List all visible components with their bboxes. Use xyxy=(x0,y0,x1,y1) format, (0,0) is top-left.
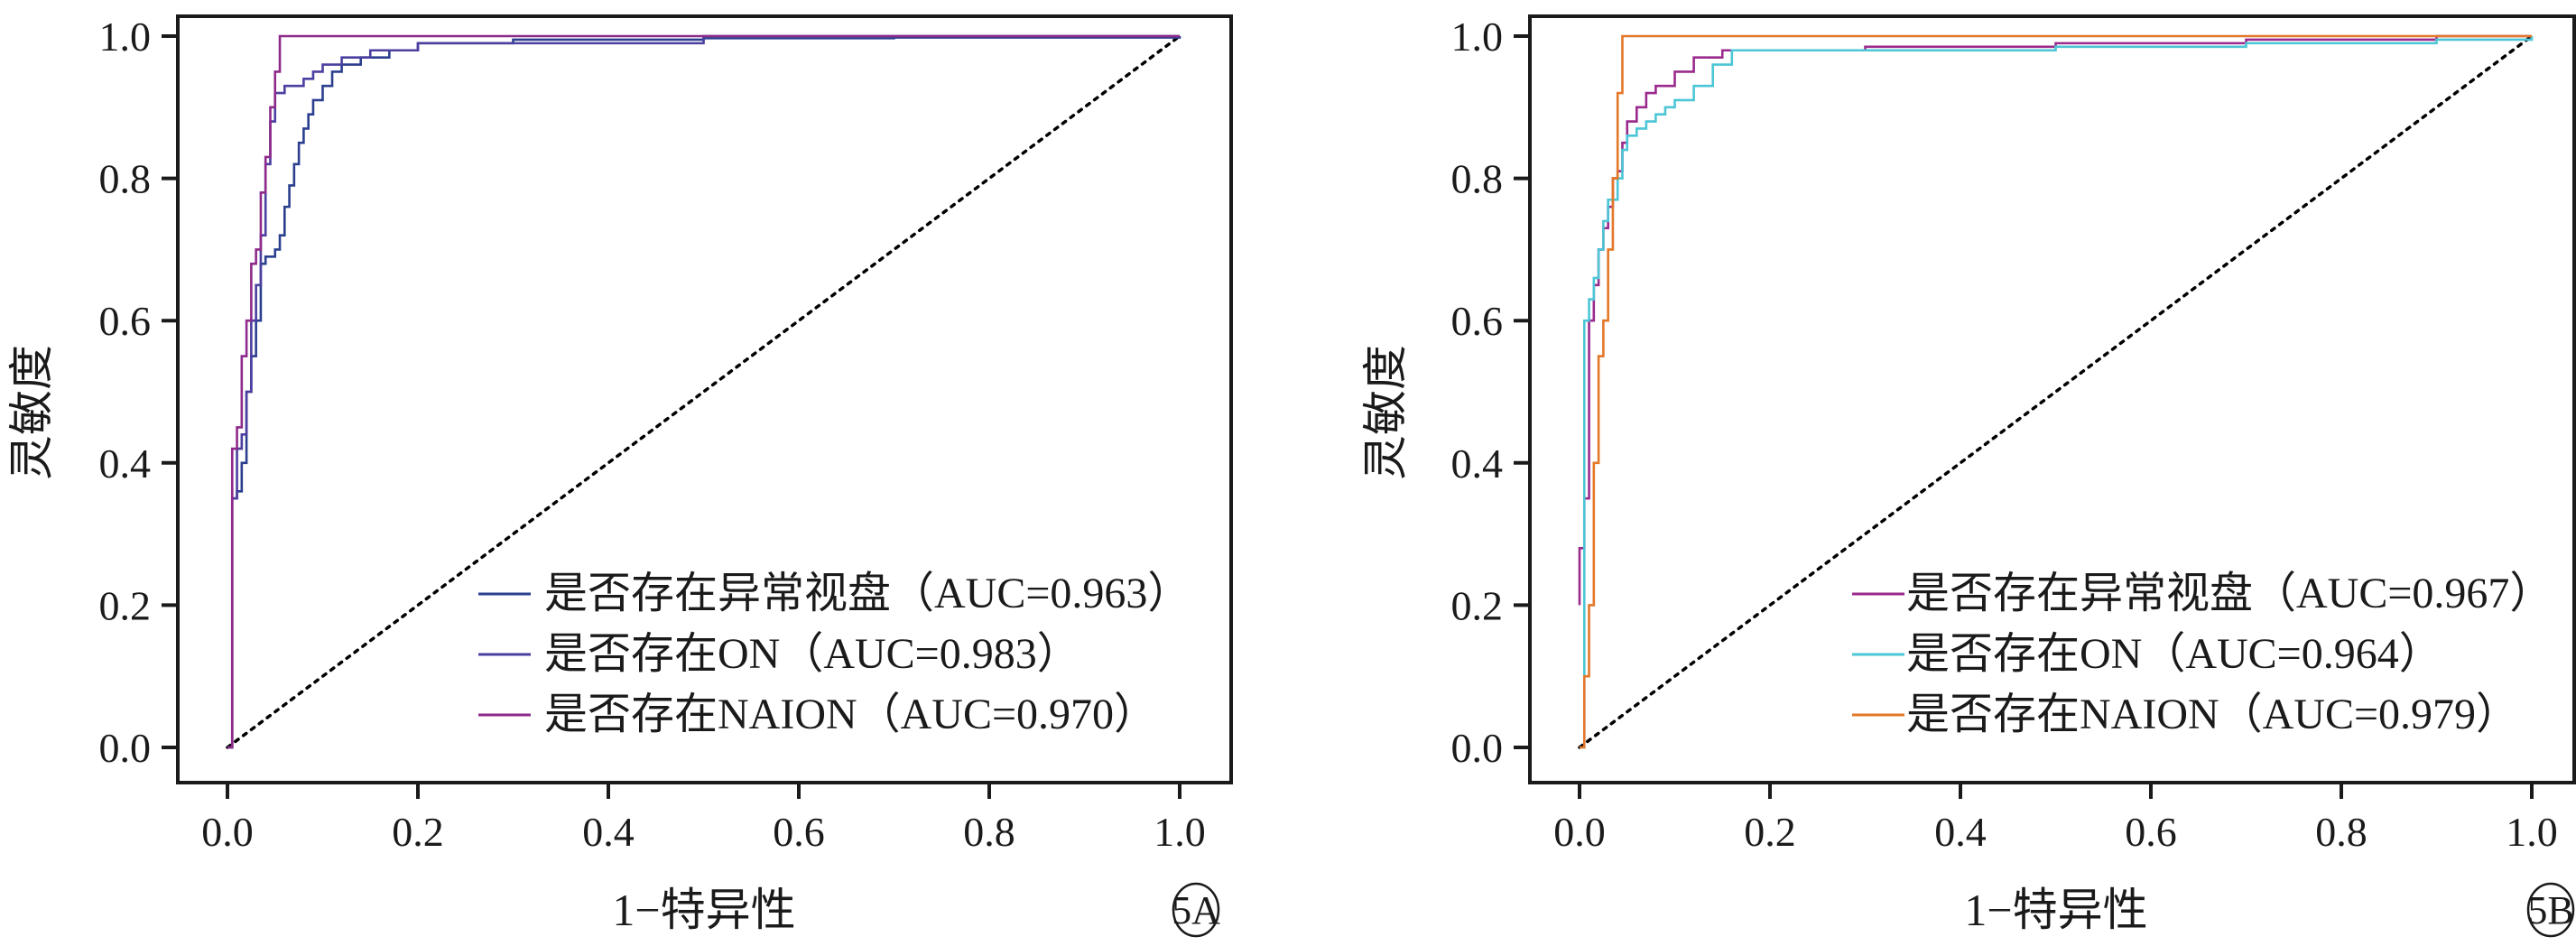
roc-series-line-3 xyxy=(227,34,1180,749)
roc-panel-5a: 0.0 0.2 0.4 0.6 0.8 1.0 0.0 0.2 0.4 0.6 0.8 1.0 灵敏度 1… xyxy=(6,14,1233,938)
y-tick-label: 0.2 xyxy=(99,582,152,628)
y-tick-label: 0.4 xyxy=(1451,441,1504,487)
y-tick-label: 0.0 xyxy=(1451,725,1504,771)
x-axis-label: 1−特异性 xyxy=(1964,885,2147,935)
x-tick-label: 1.0 xyxy=(2506,809,2558,855)
x-tick-label: 0.8 xyxy=(2315,809,2368,855)
x-tick-label: 0.6 xyxy=(2125,809,2177,855)
y-tick-label: 0.6 xyxy=(99,298,152,344)
y-axis-label: 灵敏度 xyxy=(1360,345,1411,480)
y-tick-label: 1.0 xyxy=(1451,14,1504,60)
legend-label: 是否存在ON（AUC=0.964） xyxy=(1906,630,2442,678)
y-tick-label: 0.8 xyxy=(99,156,152,202)
roc-series-line-2 xyxy=(1580,36,2534,749)
plot-frame xyxy=(176,14,1233,784)
legend-label: 是否存在异常视盘（AUC=0.967） xyxy=(1906,570,2553,617)
x-axis-label: 1−特异性 xyxy=(612,885,795,935)
y-tick-label: 1.0 xyxy=(99,14,152,60)
panel-badge-label: 5A xyxy=(1172,888,1220,932)
reference-diagonal-line xyxy=(1578,34,2534,749)
roc-panel-5b: 0.0 0.2 0.4 0.6 0.8 1.0 0.0 0.2 0.4 0.6 0.8 1.0 灵敏度 1… xyxy=(1360,14,2576,938)
x-tick-label: 0.0 xyxy=(201,809,254,855)
legend-label: 是否存在ON（AUC=0.983） xyxy=(544,630,1080,678)
panel-badge-circle xyxy=(1172,882,1220,938)
x-tick-label: 0.4 xyxy=(582,809,635,855)
y-axis-label: 灵敏度 xyxy=(6,345,57,480)
x-tick-label: 0.4 xyxy=(1934,809,1987,855)
plot-frame xyxy=(1528,14,2576,784)
x-tick-label: 1.0 xyxy=(1154,809,1206,855)
panel-badge-label: 5B xyxy=(2527,888,2573,932)
panel-badge-circle xyxy=(2526,882,2575,938)
y-tick-label: 0.2 xyxy=(1451,582,1504,628)
x-tick-label: 0.6 xyxy=(773,809,825,855)
roc-series-line-1 xyxy=(1578,34,2532,606)
legend-label: 是否存在NAION（AUC=0.979） xyxy=(1906,691,2519,738)
x-tick-label: 0.8 xyxy=(963,809,1015,855)
y-tick-label: 0.8 xyxy=(1451,156,1504,202)
legend-label: 是否存在异常视盘（AUC=0.963） xyxy=(544,570,1191,617)
x-tick-label: 0.2 xyxy=(392,809,444,855)
reference-diagonal-line xyxy=(226,34,1181,749)
legend-label: 是否存在NAION（AUC=0.970） xyxy=(544,691,1157,738)
y-tick-label: 0.0 xyxy=(99,725,152,771)
x-tick-label: 0.0 xyxy=(1553,809,1606,855)
roc-series-line-3 xyxy=(1580,34,2532,749)
y-tick-label: 0.6 xyxy=(1451,298,1504,344)
x-tick-label: 0.2 xyxy=(1744,809,1796,855)
y-tick-label: 0.4 xyxy=(99,441,152,487)
